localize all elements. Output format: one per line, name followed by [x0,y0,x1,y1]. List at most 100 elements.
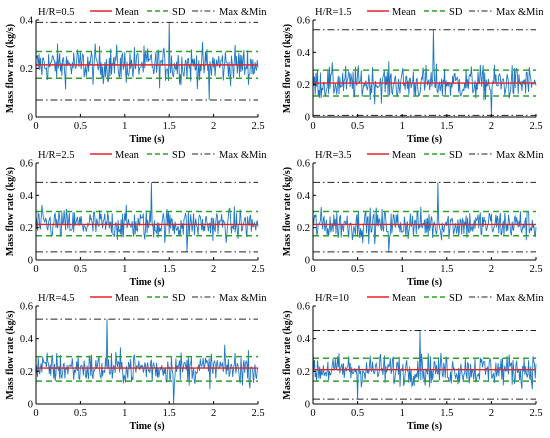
legend-extrema-label: Max &Min [219,293,267,304]
mass-flow-trace [312,182,537,252]
y-tick-label: 0.6 [297,16,310,27]
x-tick-label: 2 [489,264,494,275]
panel-title: H/R=0.5 [38,7,75,18]
y-tick-label: 0.6 [297,302,310,313]
y-axis-title: Mass flow rate (kg/s) [282,310,293,399]
y-tick-label: 0.2 [20,64,33,75]
panel-6: 0 0.5 1 1.5 2 2.5 0 0.2 0.4 0.6 Time (s) Mass flow … [282,293,544,432]
panel-title: H/R=10 [315,293,349,304]
y-tick-label: 0 [28,113,33,124]
mass-flow-trace [35,182,259,252]
x-tick-label: 2 [211,408,216,419]
x-tick-label: 2.5 [251,121,264,132]
panel-5: 0 0.5 1 1.5 2 2.5 0 0.2 0.4 0.6 Time (s) Mass flow … [5,293,267,432]
y-tick-label: 0.2 [297,367,310,378]
x-tick-label: 1.5 [163,264,176,275]
y-tick-label: 0 [305,113,310,124]
y-axis-title: Mass flow rate (kg/s) [5,24,16,113]
legend-extrema-label: Max &Min [496,150,544,161]
legend-extrema-label: Max &Min [219,150,267,161]
legend-mean-label: Mean [392,293,417,304]
x-tick-label: 0.5 [351,408,364,419]
x-tick-label: 0.5 [74,121,87,132]
x-tick-label: 0 [33,408,38,419]
x-tick-label: 1.5 [163,408,176,419]
x-tick-label: 1 [122,264,127,275]
mass-flow-trace [35,319,259,405]
legend-mean-label: Mean [392,7,417,18]
x-axis-title: Time (s) [407,277,442,288]
y-axis-title: Mass flow rate (kg/s) [5,167,16,256]
panel-title: H/R=1.5 [315,7,352,18]
y-tick-label: 0 [305,256,310,267]
panel-2: 0 0.5 1 1.5 2 2.5 0 0.2 0.4 0.6 Time (s) Mass flow … [282,7,544,145]
y-tick-label: 0.2 [297,223,310,234]
x-tick-label: 0.5 [351,264,364,275]
x-tick-label: 2.5 [529,264,542,275]
y-tick-label: 0.6 [20,302,33,313]
y-axis-title: Mass flow rate (kg/s) [282,167,293,256]
y-tick-label: 0.4 [297,334,311,345]
y-tick-label: 0.4 [20,334,34,345]
mass-flow-trace [312,29,537,116]
x-tick-label: 1 [400,121,405,132]
x-tick-label: 0 [310,121,315,132]
x-tick-label: 1.5 [163,121,176,132]
x-tick-label: 0 [310,408,315,419]
y-tick-label: 0.6 [297,159,310,170]
y-tick-label: 0.2 [20,367,33,378]
x-tick-label: 0.5 [351,121,364,132]
legend-sd-label: SD [172,7,186,18]
panel-title: H/R=2.5 [38,150,75,161]
x-axis-title: Time (s) [407,134,442,145]
x-axis-title: Time (s) [129,421,164,432]
x-tick-label: 2 [489,408,494,419]
legend-extrema-label: Max &Min [219,7,267,18]
legend-mean-label: Mean [392,150,417,161]
y-tick-label: 0.2 [20,223,33,234]
y-tick-label: 0 [305,400,310,411]
panel-4: 0 0.5 1 1.5 2 2.5 0 0.2 0.4 0.6 Time (s) Mass flow … [282,150,544,288]
y-axis-title: Mass flow rate (kg/s) [5,310,16,399]
x-tick-label: 0.5 [74,264,87,275]
y-axis-title: Mass flow rate (kg/s) [282,24,293,113]
x-tick-label: 1.5 [440,121,453,132]
x-tick-label: 2 [211,264,216,275]
x-tick-label: 0 [33,121,38,132]
x-axis-title: Time (s) [407,421,442,432]
y-tick-label: 0 [28,256,33,267]
panel-title: H/R=4.5 [38,293,75,304]
y-tick-label: 0.4 [20,191,34,202]
y-tick-label: 0.4 [297,48,311,59]
x-tick-label: 1.5 [440,408,453,419]
legend-sd-label: SD [449,293,463,304]
legend-sd-label: SD [172,150,186,161]
mass-flow-trace [312,330,537,400]
y-tick-label: 0 [28,400,33,411]
y-tick-label: 0.4 [20,16,34,27]
x-tick-label: 2.5 [251,408,264,419]
panel-1: 0 0.5 1 1.5 2 2.5 0 0.2 0.4 Time (s) Mass flow rat… [5,7,267,145]
x-tick-label: 1 [400,408,405,419]
x-axis-title: Time (s) [129,277,164,288]
legend-sd-label: SD [449,150,463,161]
x-tick-label: 0.5 [74,408,87,419]
y-tick-label: 0.6 [20,159,33,170]
legend-mean-label: Mean [115,7,140,18]
x-tick-label: 0 [310,264,315,275]
x-tick-label: 1 [122,408,127,419]
legend-sd-label: SD [172,293,186,304]
mass-flow-trace [35,22,259,101]
panel-3: 0 0.5 1 1.5 2 2.5 0 0.2 0.4 0.6 Time (s) Mass flow … [5,150,267,288]
x-tick-label: 2.5 [529,121,542,132]
x-axis-title: Time (s) [129,134,164,145]
x-tick-label: 2 [489,121,494,132]
legend-sd-label: SD [449,7,463,18]
x-tick-label: 1 [400,264,405,275]
legend-extrema-label: Max &Min [496,293,544,304]
x-tick-label: 2.5 [251,264,264,275]
legend-mean-label: Mean [115,293,140,304]
x-tick-label: 2 [211,121,216,132]
legend-mean-label: Mean [115,150,140,161]
